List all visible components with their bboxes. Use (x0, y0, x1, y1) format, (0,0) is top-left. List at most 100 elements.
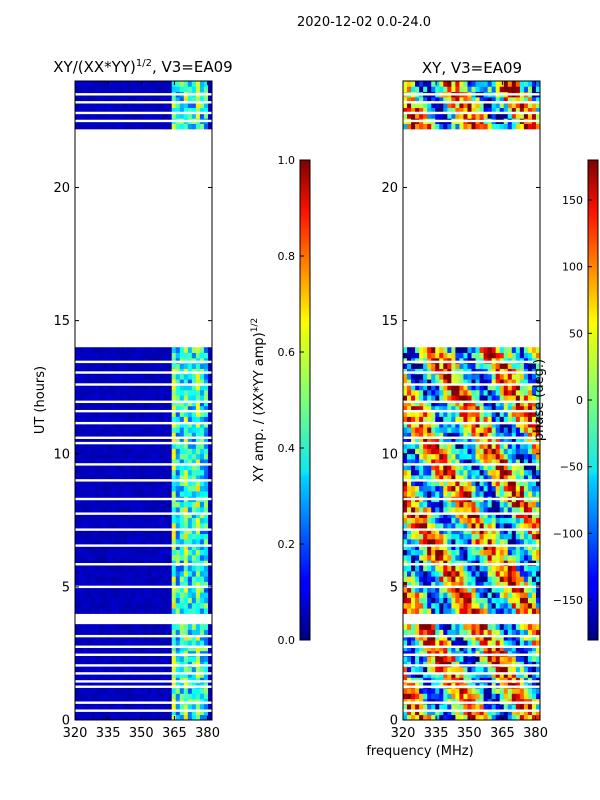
heatmap-cell (535, 629, 541, 636)
heatmap-cell (143, 400, 148, 407)
heatmap-cell (483, 363, 489, 369)
heatmap-cell (523, 554, 529, 561)
heatmap-cell (131, 528, 136, 535)
heatmap-cell (151, 549, 156, 556)
heatmap-cell (131, 554, 136, 561)
heatmap-cell (207, 629, 213, 636)
heatmap-cell (531, 469, 537, 476)
heatmap-cell (131, 522, 136, 529)
heatmap-cell (531, 384, 537, 391)
heatmap-cell (83, 427, 88, 433)
heatmap-cell (407, 565, 412, 572)
heatmap-cell (403, 581, 408, 588)
heatmap-cell (135, 400, 140, 407)
heatmap-cell (119, 592, 124, 598)
heatmap-cell (403, 570, 408, 577)
flagged-row (75, 544, 212, 547)
heatmap-cell (527, 405, 533, 412)
heatmap-cell (503, 501, 509, 508)
heatmap-cell (403, 347, 408, 353)
heatmap-cell (519, 624, 525, 630)
heatmap-cell (403, 421, 408, 428)
heatmap-cell (123, 581, 128, 588)
heatmap-cell (203, 544, 209, 550)
heatmap-cell (499, 608, 505, 614)
heatmap-cell (143, 432, 148, 439)
heatmap-cell (463, 373, 468, 380)
heatmap-cell (131, 123, 136, 130)
heatmap-cell (439, 469, 444, 476)
heatmap-cell (151, 416, 156, 423)
heatmap-cell (195, 373, 201, 380)
heatmap-cell (463, 709, 468, 716)
heatmap-cell (195, 517, 201, 524)
heatmap-cell (167, 693, 173, 700)
heatmap-cell (127, 629, 132, 636)
heatmap-cell (483, 549, 489, 556)
heatmap-cell (75, 538, 80, 545)
heatmap-cell (83, 512, 88, 519)
heatmap-cell (143, 693, 148, 700)
heatmap-cell (87, 107, 92, 114)
heatmap-cell (91, 666, 96, 673)
heatmap-cell (407, 602, 412, 609)
heatmap-cell (139, 464, 144, 471)
heatmap-cell (443, 437, 448, 444)
heatmap-cell (183, 448, 189, 455)
heatmap-cell (195, 379, 201, 385)
heatmap-cell (483, 411, 489, 417)
heatmap-cell (115, 86, 120, 93)
heatmap-cell (411, 549, 416, 556)
heatmap-cell (519, 640, 525, 646)
heatmap-cell (179, 512, 185, 519)
heatmap-cell (467, 688, 472, 694)
heatmap-cell (111, 565, 116, 572)
heatmap-cell (95, 81, 100, 87)
heatmap-cell (99, 102, 104, 109)
heatmap-cell (87, 102, 92, 109)
heatmap-cell (483, 352, 489, 359)
heatmap-cell (415, 544, 420, 550)
heatmap-cell (119, 704, 124, 710)
heatmap-cell (147, 714, 152, 721)
heatmap-cell (451, 432, 456, 439)
heatmap-cell (431, 645, 436, 652)
heatmap-cell (183, 704, 189, 710)
heatmap-cell (511, 602, 517, 609)
heatmap-cell (127, 581, 132, 588)
heatmap-cell (467, 501, 472, 508)
heatmap-cell (431, 421, 436, 428)
heatmap-cell (431, 538, 436, 545)
heatmap-cell (191, 411, 197, 417)
heatmap-cell (135, 347, 140, 353)
heatmap-cell (139, 112, 144, 119)
heatmap-cell (203, 570, 209, 577)
heatmap-cell (155, 395, 161, 401)
heatmap-cell (419, 379, 424, 385)
heatmap-cell (515, 624, 521, 630)
heatmap-cell (107, 102, 112, 109)
heatmap-cell (111, 384, 116, 391)
heatmap-cell (107, 512, 112, 519)
heatmap-cell (519, 459, 525, 465)
heatmap-cell (411, 373, 416, 380)
heatmap-cell (467, 565, 472, 572)
heatmap-cell (487, 453, 493, 460)
heatmap-cell (183, 538, 189, 545)
heatmap-cell (479, 581, 484, 588)
heatmap-cell (95, 448, 100, 455)
heatmap-cell (467, 533, 472, 540)
heatmap-cell (491, 421, 497, 428)
heatmap-cell (195, 570, 201, 577)
heatmap-cell (463, 704, 468, 710)
heatmap-cell (475, 432, 480, 439)
heatmap-cell (455, 693, 460, 700)
heatmap-cell (87, 96, 92, 103)
heatmap-cell (407, 709, 412, 716)
heatmap-cell (115, 384, 120, 391)
heatmap-cell (475, 507, 480, 513)
heatmap-cell (83, 416, 88, 423)
heatmap-cell (159, 102, 165, 109)
heatmap-cell (427, 522, 432, 529)
heatmap-cell (171, 459, 177, 465)
